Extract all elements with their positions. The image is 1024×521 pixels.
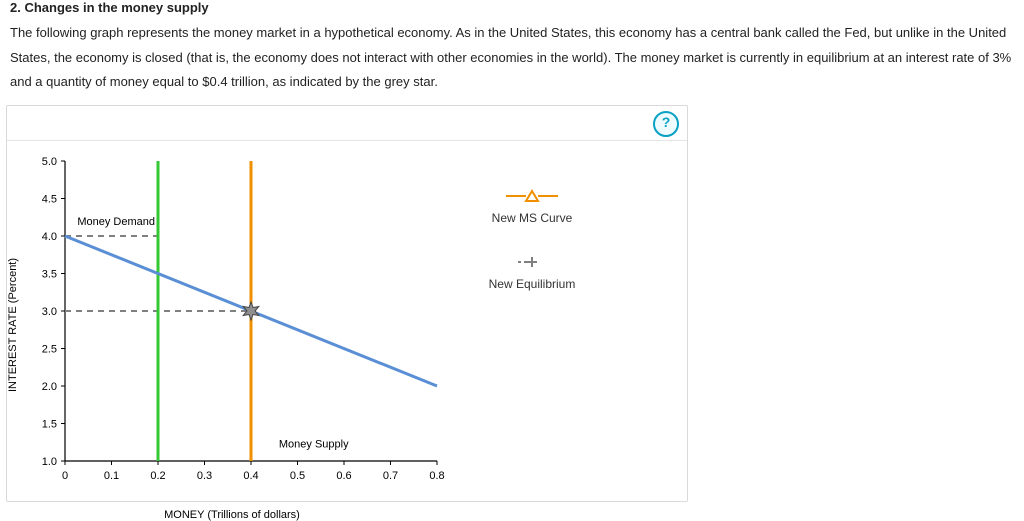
- intro-paragraph: The following graph represents the money…: [0, 15, 1024, 105]
- chart-svg: 1.0 1.5 2.0 2.5 3.0 3.5 4.0 4.5 5.0 0 0.1 0.2 0.3 0.4…: [17, 155, 447, 495]
- svg-text:2.0: 2.0: [42, 381, 57, 393]
- plus-icon: [512, 255, 552, 269]
- svg-text:3.5: 3.5: [42, 269, 57, 281]
- legend-new-equilibrium[interactable]: New Equilibrium: [467, 255, 597, 291]
- svg-text:Money Demand: Money Demand: [77, 216, 155, 228]
- section-heading: 2. Changes in the money supply: [0, 0, 1024, 15]
- svg-text:1.5: 1.5: [42, 419, 57, 431]
- svg-text:2.5: 2.5: [42, 344, 57, 356]
- graph-toolbar: ?: [7, 106, 687, 141]
- svg-text:0.1: 0.1: [104, 470, 119, 482]
- help-button[interactable]: ?: [653, 111, 679, 137]
- svg-text:4.0: 4.0: [42, 231, 57, 243]
- chart-area[interactable]: 1.0 1.5 2.0 2.5 3.0 3.5 4.0 4.5 5.0 0 0.1 0.2 0.3 0.4…: [17, 155, 447, 495]
- svg-text:0.7: 0.7: [383, 470, 398, 482]
- svg-text:0.2: 0.2: [150, 470, 165, 482]
- svg-text:0.8: 0.8: [429, 470, 444, 482]
- svg-text:0.3: 0.3: [197, 470, 212, 482]
- svg-text:0: 0: [62, 470, 68, 482]
- graph-panel: ? 1.0 1.5 2.0 2.5 3.0 3.5 4.0 4.5 5.0 0 0.1 0.2 0.3 0…: [6, 105, 688, 502]
- svg-text:4.5: 4.5: [42, 194, 57, 206]
- svg-text:3.0: 3.0: [42, 306, 57, 318]
- graph-body: 1.0 1.5 2.0 2.5 3.0 3.5 4.0 4.5 5.0 0 0.1 0.2 0.3 0.4…: [7, 141, 687, 501]
- y-axis-label: INTEREST RATE (Percent): [7, 258, 19, 392]
- legend-new-eq-label: New Equilibrium: [489, 277, 576, 291]
- svg-text:1.0: 1.0: [42, 456, 57, 468]
- svg-text:0.6: 0.6: [336, 470, 351, 482]
- triangle-icon: [502, 189, 562, 203]
- legend-new-ms-curve[interactable]: New MS Curve: [467, 189, 597, 225]
- svg-text:0.5: 0.5: [290, 470, 305, 482]
- legend-new-ms-label: New MS Curve: [492, 211, 573, 225]
- svg-text:0.4: 0.4: [243, 470, 258, 482]
- x-axis-label: MONEY (Trillions of dollars): [164, 509, 300, 521]
- svg-text:5.0: 5.0: [42, 156, 57, 168]
- svg-text:Money Supply: Money Supply: [279, 439, 349, 451]
- legend-area: New MS Curve New Equilibrium: [447, 155, 667, 495]
